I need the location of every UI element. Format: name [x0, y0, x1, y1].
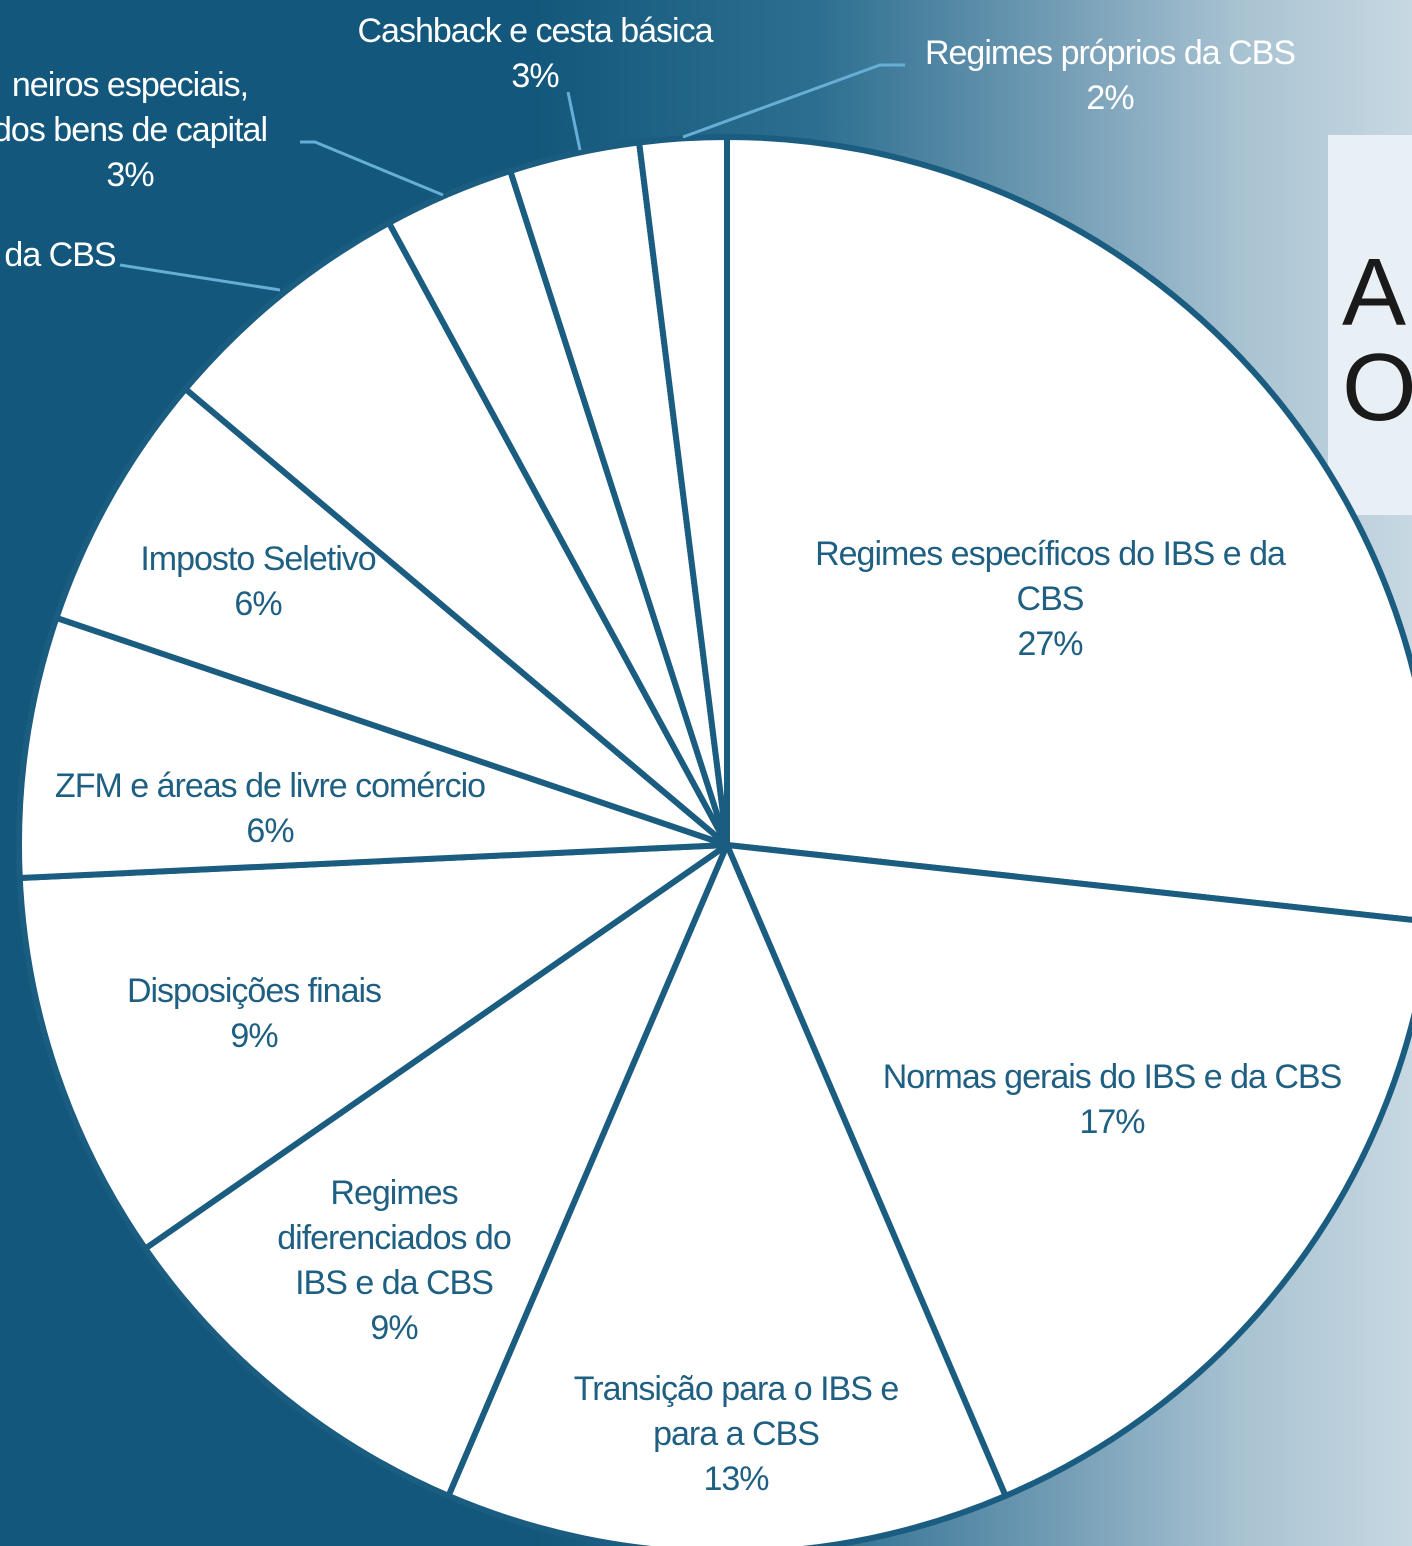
- pie-slice: [445, 842, 1009, 1546]
- slice-category-label: Regimes: [330, 1174, 457, 1212]
- slice-percent-label: 3%: [106, 156, 154, 194]
- slice-percent-label: 9%: [370, 1309, 418, 1347]
- leader-line: [682, 63, 905, 139]
- pie-slice: [636, 134, 730, 848]
- pie-slices: [16, 134, 1412, 1546]
- slice-category-label: Cashback e cesta básica: [358, 12, 714, 50]
- slide-title-card: A O: [1328, 135, 1412, 515]
- pie-slice: [16, 614, 730, 882]
- leader-line: [119, 263, 281, 292]
- slice-category-label: Normas gerais do IBS e da CBS: [883, 1058, 1342, 1096]
- slice-category-label: Imposto Seletivo: [140, 540, 375, 578]
- slice-category-label: para a CBS: [653, 1415, 819, 1453]
- slice-category-label: Regimes específicos do IBS e da: [815, 535, 1286, 573]
- leader-line: [566, 91, 582, 151]
- slice-category-label: Transição para o IBS e: [574, 1370, 899, 1408]
- leader-line: [300, 140, 444, 197]
- slice-percent-label: 2%: [1086, 79, 1134, 117]
- slice-percent-label: 17%: [1079, 1103, 1145, 1141]
- slice-category-label: Regimes próprios da CBS: [925, 34, 1295, 72]
- pie-slice: [182, 219, 730, 848]
- pie-slice: [724, 842, 1412, 1499]
- slice-category-label: da CBS: [4, 236, 115, 274]
- slide-title-line-2: O: [1342, 334, 1412, 441]
- pie-slice: [53, 385, 730, 848]
- slice-category-label: diferenciados do: [277, 1219, 511, 1257]
- slice-percent-label: 13%: [703, 1460, 769, 1498]
- slide-title-line-1: A: [1342, 239, 1407, 346]
- slice-percent-label: 3%: [511, 57, 559, 95]
- slice-category-label: Disposições finais: [127, 972, 381, 1010]
- pie-slice: [142, 842, 730, 1499]
- slice-percent-label: 6%: [234, 585, 282, 623]
- slice-category-label: CBS: [1017, 580, 1084, 618]
- slice-percent-label: 9%: [230, 1017, 278, 1055]
- leader-lines: [119, 63, 905, 292]
- pie-slice: [16, 842, 730, 1252]
- slice-labels: Regimes específicos do IBS e da CBS 27% Nor…: [0, 12, 1343, 1498]
- slice-percent-label: 27%: [1017, 625, 1083, 663]
- slice-percent-label: 6%: [246, 812, 294, 850]
- slice-category-label: ZFM e áreas de livre comércio: [55, 767, 485, 805]
- slice-category-label: dos bens de capital: [0, 111, 267, 149]
- pie-slice: [724, 134, 1412, 923]
- slice-category-label: IBS e da CBS: [295, 1264, 493, 1302]
- slice-category-label: neiros especiais,: [12, 66, 248, 104]
